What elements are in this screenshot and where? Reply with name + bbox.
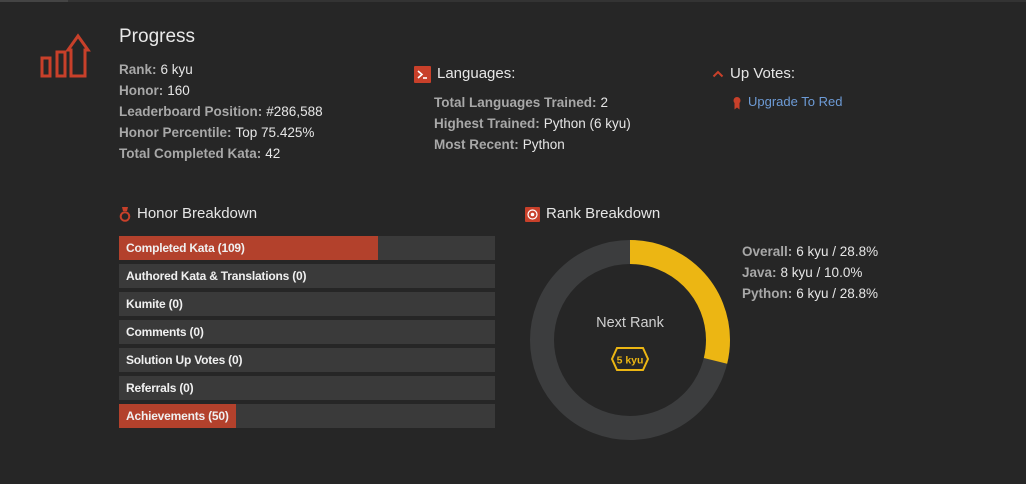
honor-bar: Authored Kata & Translations (0)	[119, 264, 495, 288]
honor-bar-label: Solution Up Votes (0)	[126, 353, 243, 367]
percentile-row: Honor Percentile: Top 75.425%	[119, 125, 315, 140]
upgrade-link-row: Upgrade To Red	[732, 94, 842, 110]
languages-recent-row: Most Recent: Python	[434, 137, 565, 152]
honor-bar: Completed Kata (109)	[119, 236, 495, 260]
languages-stats: Total Languages Trained: 2 Highest Traine…	[434, 92, 631, 155]
rank-python-row: Python: 6 kyu / 28.8%	[742, 286, 879, 301]
top-divider	[0, 0, 1026, 2]
honor-bar: Comments (0)	[119, 320, 495, 344]
rank-progress-donut: Next Rank 5 kyu	[530, 240, 730, 440]
honor-bar: Achievements (50)	[119, 404, 495, 428]
medal-icon	[119, 206, 131, 222]
honor-bar-fill	[119, 404, 236, 428]
leaderboard-row: Leaderboard Position: #286,588	[119, 104, 323, 119]
leaderboard-value: #286,588	[266, 104, 323, 119]
next-rank-label: Next Rank	[596, 315, 664, 331]
ribbon-icon	[733, 96, 741, 110]
terminal-icon	[414, 65, 431, 83]
languages-heading: Languages:	[414, 65, 515, 83]
chevron-up-icon	[712, 70, 724, 78]
honor-bar-label: Completed Kata (109)	[126, 241, 245, 255]
honor-bar-label: Comments (0)	[126, 325, 204, 339]
honor-breakdown-bars: Completed Kata (109) Authored Kata & Tran…	[119, 236, 495, 432]
honor-row: Honor: 160	[119, 83, 190, 98]
honor-breakdown-heading: Honor Breakdown	[119, 205, 257, 222]
rank-overall-row: Overall: 6 kyu / 28.8%	[742, 244, 879, 259]
rank-row: Rank: 6 kyu	[119, 62, 193, 77]
kata-row: Total Completed Kata: 42	[119, 146, 281, 161]
percentile-value: Top 75.425%	[235, 125, 315, 140]
honor-bar-fill	[119, 236, 378, 260]
donut-progress-arc	[530, 240, 730, 440]
honor-bar: Kumite (0)	[119, 292, 495, 316]
rank-java-row: Java: 8 kyu / 10.0%	[742, 265, 863, 280]
honor-bar: Solution Up Votes (0)	[119, 348, 495, 372]
stats-chart-icon	[40, 33, 91, 78]
languages-highest-row: Highest Trained: Python (6 kyu)	[434, 116, 631, 131]
rank-stats: Overall: 6 kyu / 28.8% Java: 8 kyu / 10.0%…	[742, 241, 878, 304]
next-rank-hex-badge	[610, 347, 650, 371]
progress-stats: Rank: 6 kyu Honor: 160 Leaderboard Positio…	[119, 59, 323, 164]
languages-total-row: Total Languages Trained: 2	[434, 95, 609, 110]
honor-bar-label: Kumite (0)	[126, 297, 183, 311]
honor-bar-label: Authored Kata & Translations (0)	[126, 269, 307, 283]
rank-value: 6 kyu	[160, 62, 193, 77]
honor-bar: Referrals (0)	[119, 376, 495, 400]
target-icon	[525, 206, 540, 222]
honor-bar-label: Referrals (0)	[126, 381, 194, 395]
honor-value: 160	[167, 83, 190, 98]
rank-breakdown-heading: Rank Breakdown	[525, 205, 660, 222]
honor-bar-label: Achievements (50)	[126, 409, 229, 423]
page-title: Progress	[119, 26, 196, 47]
kata-value: 42	[265, 146, 281, 161]
upvotes-heading: Up Votes:	[712, 65, 795, 82]
upgrade-to-red-link[interactable]: Upgrade To Red	[748, 94, 843, 109]
next-rank-value: 5 kyu	[617, 355, 644, 367]
